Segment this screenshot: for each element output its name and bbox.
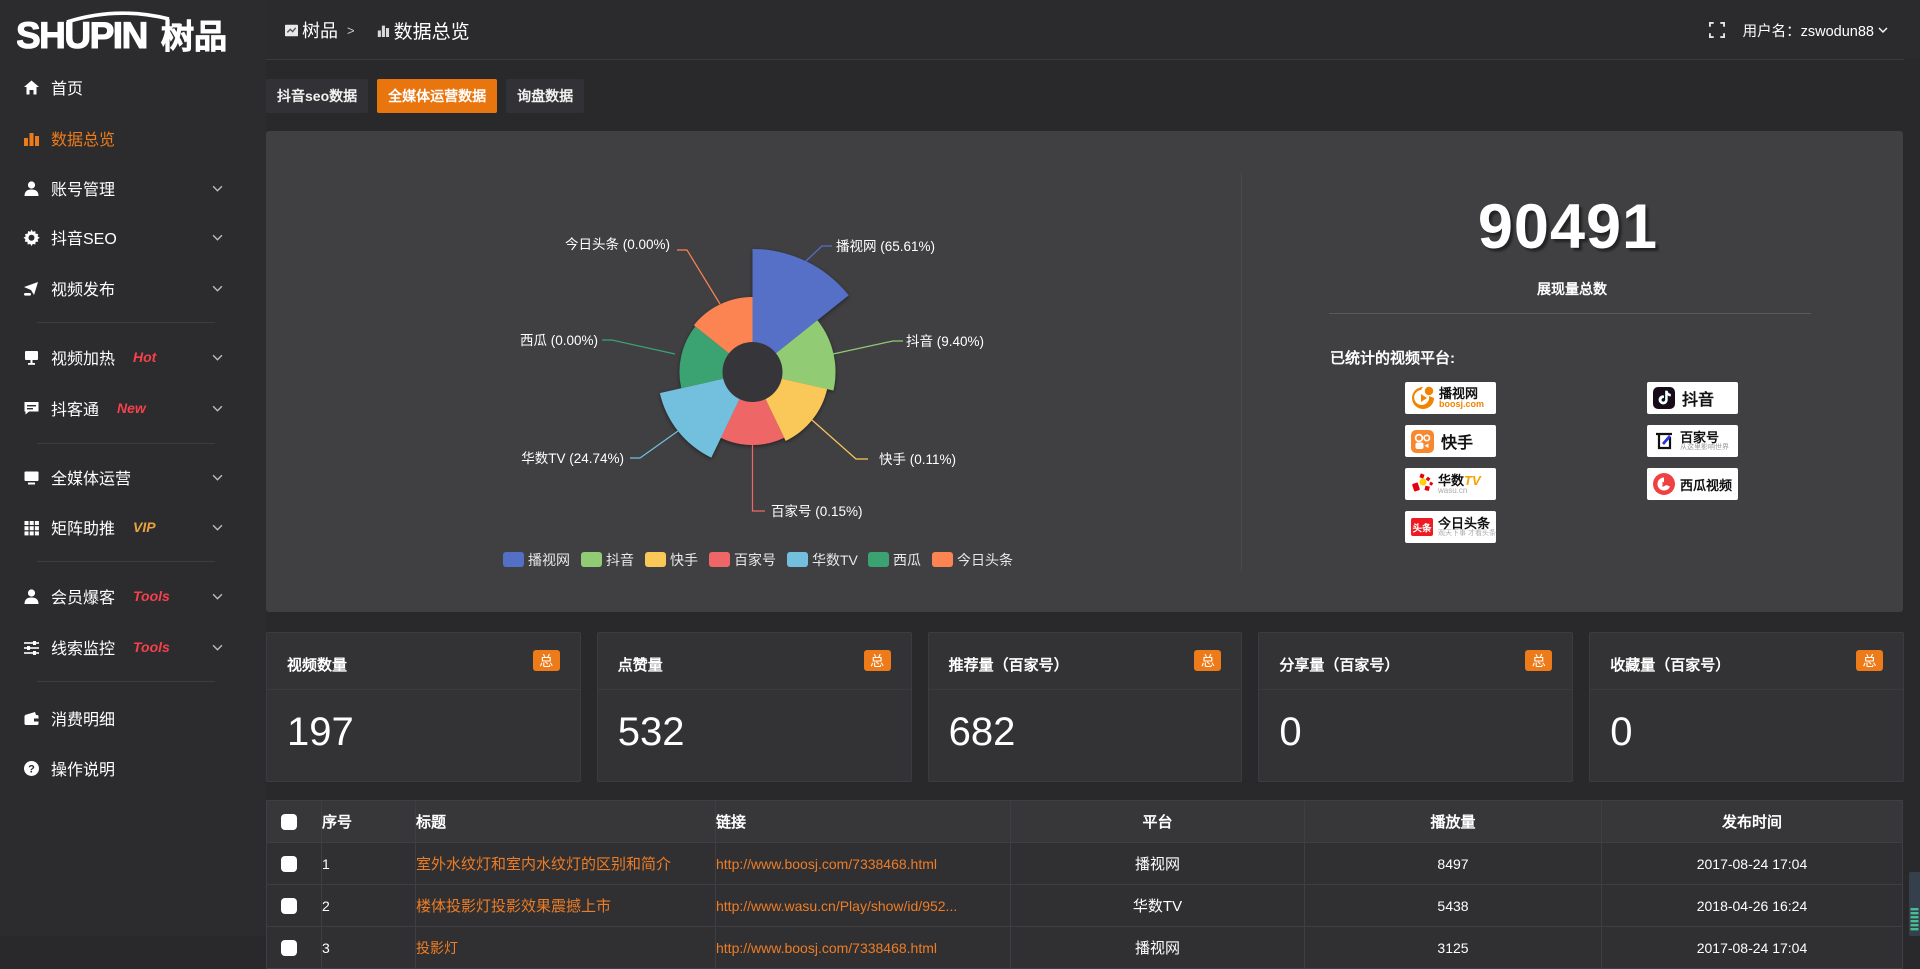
svg-text:今日头条: 今日头条 <box>957 552 1013 568</box>
svg-text:华数TV: 华数TV <box>812 552 859 568</box>
svg-text:今日头条 (0.00%): 今日头条 (0.00%) <box>565 236 670 252</box>
svg-text:西瓜: 西瓜 <box>893 552 921 568</box>
svg-text:百家号 (0.15%): 百家号 (0.15%) <box>771 503 863 519</box>
svg-text:百家号: 百家号 <box>734 552 776 568</box>
svg-text:华数TV (24.74%): 华数TV (24.74%) <box>521 451 624 466</box>
svg-text:播视网 (65.61%): 播视网 (65.61%) <box>836 239 935 254</box>
svg-text:抖音: 抖音 <box>606 552 634 568</box>
svg-text:抖音 (9.40%): 抖音 (9.40%) <box>906 333 984 349</box>
svg-text:头条: 头条 <box>1412 523 1432 535</box>
svg-text:播视网: 播视网 <box>528 552 570 568</box>
svg-text:西瓜 (0.00%): 西瓜 (0.00%) <box>520 333 598 348</box>
svg-text:快手: 快手 <box>670 552 698 568</box>
svg-text:?: ? <box>28 763 35 775</box>
svg-text:快手 (0.11%): 快手 (0.11%) <box>879 452 956 467</box>
svg-text:树品: 树品 <box>161 18 227 54</box>
svg-text:SHUPIN: SHUPIN <box>17 15 147 54</box>
